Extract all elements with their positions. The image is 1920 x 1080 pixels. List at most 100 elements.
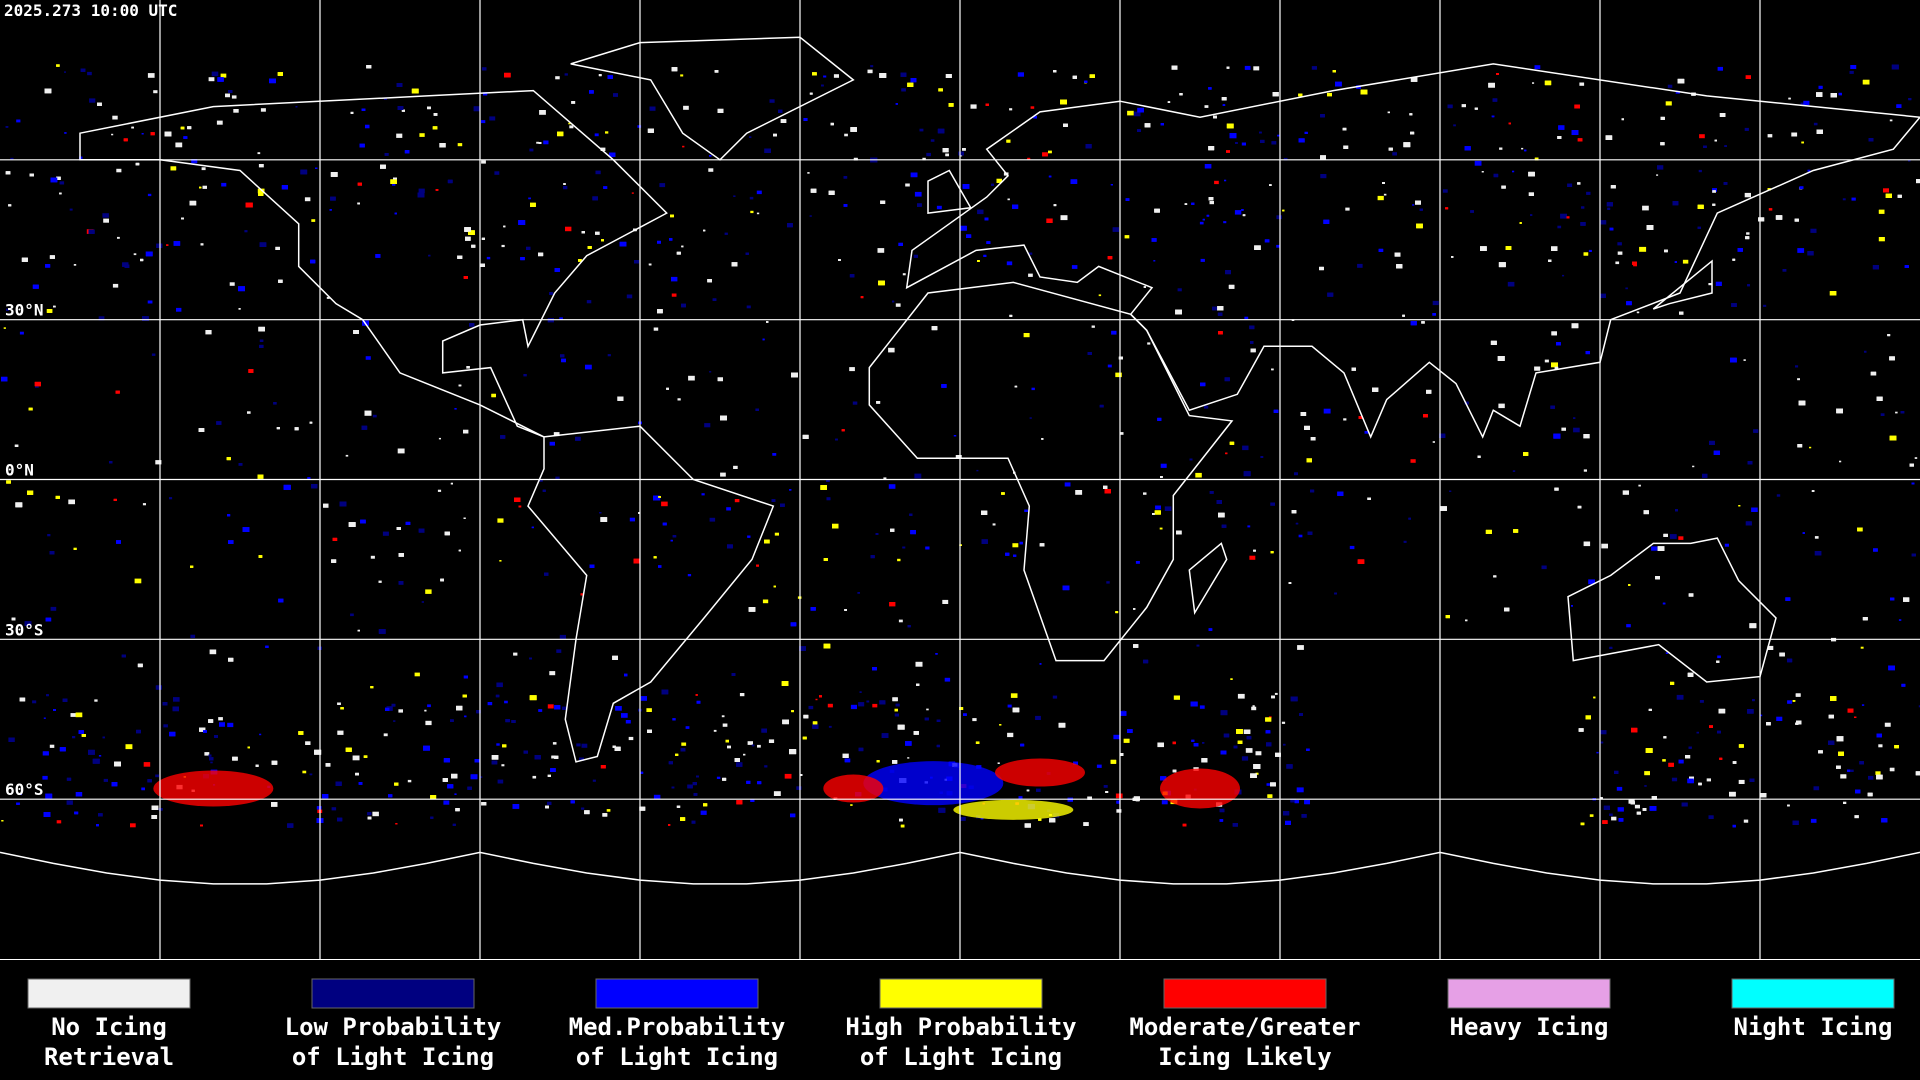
icing-speckle: [1276, 215, 1282, 220]
icing-speckle: [59, 747, 66, 752]
icing-speckle: [375, 254, 381, 258]
icing-speckle: [1528, 171, 1535, 177]
icing-speckle: [802, 736, 807, 740]
icing-speckle: [1133, 644, 1139, 648]
icing-speckle: [245, 202, 253, 208]
icing-speckle: [367, 812, 372, 816]
icing-speckle: [538, 142, 542, 144]
icing-speckle: [183, 136, 188, 139]
icing-speckle: [526, 246, 531, 250]
icing-speckle: [463, 517, 466, 519]
icing-speckle: [259, 339, 264, 342]
icing-speckle: [892, 697, 898, 702]
icing-speckle: [612, 745, 616, 748]
icing-speckle: [121, 654, 126, 658]
icing-speckle: [668, 824, 671, 826]
icing-speckle: [476, 710, 481, 714]
icing-speckle: [1154, 208, 1160, 213]
icing-speckle: [1782, 269, 1787, 272]
icing-speckle: [820, 485, 827, 490]
icing-speckle: [1801, 141, 1804, 144]
icing-speckle: [257, 152, 261, 155]
icing-speckle: [1250, 348, 1256, 353]
icing-speckle: [653, 794, 661, 800]
icing-speckle: [703, 803, 708, 807]
icing-speckle: [364, 410, 372, 416]
icing-speckle: [208, 77, 215, 82]
icing-speckle: [1889, 435, 1897, 441]
icing-speckle: [1282, 209, 1285, 212]
icing-speckle: [1749, 778, 1755, 782]
icing-speckle: [649, 106, 656, 111]
icing-speckle: [55, 495, 60, 499]
icing-speckle: [1818, 750, 1823, 754]
icing-speckle: [1767, 134, 1773, 138]
icing-speckle: [143, 762, 151, 767]
icing-speckle: [671, 786, 675, 789]
icing-speckle: [56, 64, 60, 67]
icing-speckle: [1295, 522, 1299, 525]
icing-speckle: [6, 308, 9, 311]
icing-speckle: [1046, 218, 1053, 223]
icing-speckle: [401, 109, 405, 112]
icing-speckle: [329, 209, 332, 211]
icing-speckle: [497, 518, 504, 523]
icing-speckle: [532, 775, 537, 779]
icing-speckle: [1220, 710, 1228, 716]
icing-speckle: [258, 555, 263, 558]
icing-speckle: [1160, 476, 1163, 478]
icing-speckle: [547, 774, 551, 777]
icing-speckle: [218, 717, 223, 721]
icing-speckle: [747, 741, 753, 745]
icing-speckle: [170, 166, 177, 171]
icing-speckle: [1743, 819, 1749, 823]
icing-speckle: [418, 528, 425, 533]
icing-speckle: [276, 427, 280, 430]
icing-speckle: [1599, 797, 1603, 800]
icing-speckle: [1605, 135, 1613, 140]
icing-speckle: [142, 316, 149, 321]
icing-speckle: [136, 729, 141, 734]
icing-speckle: [883, 477, 887, 480]
icing-speckle: [1283, 157, 1288, 161]
icing-speckle: [734, 499, 740, 503]
icing-speckle: [1250, 341, 1254, 344]
icing-speckle: [1277, 134, 1280, 137]
icing-speckle: [731, 673, 736, 676]
icing-speckle: [134, 578, 142, 584]
icing-speckle: [826, 479, 830, 482]
icing-speckle: [713, 729, 717, 732]
icing-speckle: [1663, 736, 1667, 739]
icing-speckle: [238, 286, 245, 292]
icing-speckle: [640, 696, 647, 701]
icing-speckle: [81, 734, 86, 737]
icing-speckle: [774, 532, 779, 536]
icing-speckle: [332, 537, 338, 541]
icing-speckle: [260, 108, 266, 112]
icing-speckle: [708, 168, 714, 172]
icing-speckle: [1562, 274, 1565, 277]
icing-speckle: [130, 823, 136, 828]
icing-speckle: [103, 218, 109, 223]
icing-speckle: [1651, 546, 1658, 551]
icing-speckle: [1014, 385, 1018, 388]
icing-speckle: [1638, 484, 1641, 487]
icing-speckle: [151, 815, 158, 819]
icing-speckle: [860, 296, 864, 299]
icing-speckle: [337, 730, 344, 735]
icing-speckle: [1297, 645, 1304, 650]
icing-speckle: [1269, 184, 1272, 186]
icing-speckle: [755, 408, 759, 411]
icing-speckle: [1792, 700, 1796, 702]
icing-speckle: [1840, 774, 1847, 779]
icing-speckle: [592, 779, 596, 782]
icing-speckle: [450, 719, 454, 722]
icing-speckle: [56, 176, 61, 180]
icing-speckle: [1244, 65, 1251, 70]
icing-speckle: [1799, 186, 1804, 190]
icing-speckle: [1243, 729, 1251, 734]
icing-speckle: [1024, 509, 1028, 512]
icing-speckle: [1622, 490, 1629, 495]
icing-speckle: [619, 241, 627, 247]
icing-speckle: [1120, 711, 1127, 716]
